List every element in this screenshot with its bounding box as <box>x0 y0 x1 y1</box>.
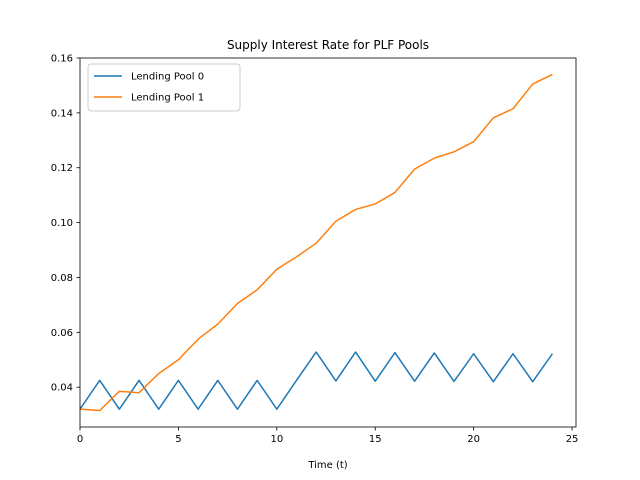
x-tick-label: 20 <box>467 434 480 445</box>
y-tick-label: 0.04 <box>51 383 73 394</box>
legend-label-1: Lending Pool 1 <box>131 93 204 104</box>
y-tick-label: 0.16 <box>51 54 73 65</box>
x-axis: 0 5 10 15 20 25 <box>77 427 579 445</box>
chart-title: Supply Interest Rate for PLF Pools <box>227 38 429 52</box>
x-tick-label: 15 <box>369 434 382 445</box>
series-line-0 <box>79 351 553 410</box>
y-tick-label: 0.12 <box>51 163 73 174</box>
y-tick-label: 0.08 <box>51 273 73 284</box>
x-tick-label: 5 <box>175 434 181 445</box>
legend-label-0: Lending Pool 0 <box>131 72 204 83</box>
legend-box <box>87 63 241 112</box>
plot-frame <box>79 57 577 428</box>
x-axis-label: Time (t) <box>307 460 347 471</box>
y-axis: 0.04 0.06 0.08 0.10 0.12 0.14 0.16 <box>51 54 80 394</box>
plot-area <box>79 73 553 412</box>
y-tick-label: 0.06 <box>51 328 73 339</box>
x-tick-label: 25 <box>566 434 579 445</box>
legend: Lending Pool 0 Lending Pool 1 <box>87 63 241 112</box>
series-line-1 <box>79 73 553 412</box>
y-tick-label: 0.14 <box>51 108 73 119</box>
y-tick-label: 0.10 <box>51 218 73 229</box>
x-tick-label: 10 <box>270 434 283 445</box>
x-tick-label: 0 <box>77 434 83 445</box>
